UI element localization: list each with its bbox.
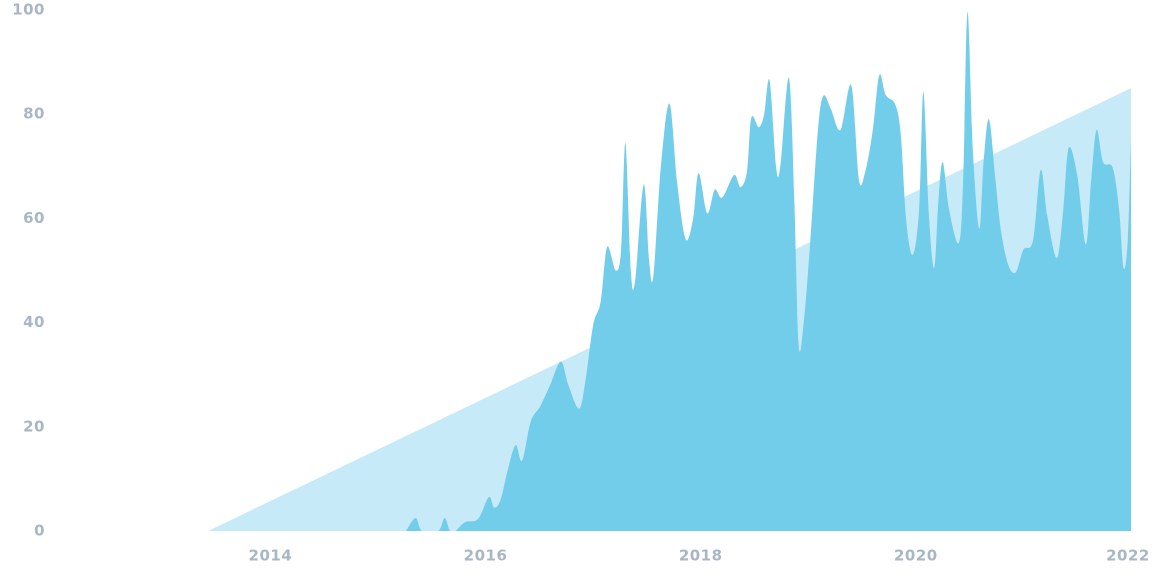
y-tick-label: 0 [34,522,45,540]
y-tick-label: 20 [23,417,45,435]
x-tick-label: 2022 [1106,547,1150,565]
y-tick-label: 80 [23,105,45,123]
x-tick-label: 2020 [894,547,938,565]
y-tick-label: 40 [23,313,45,331]
y-tick-label: 100 [12,1,45,19]
x-tick-label: 2014 [249,547,293,565]
x-tick-label: 2018 [679,547,723,565]
axis-labels: 0 20 40 60 80 100 2014 2016 2018 2020 2022 [12,1,1150,565]
y-tick-label: 60 [23,209,45,227]
area [405,12,1131,531]
plot-area [208,12,1131,531]
x-tick-label: 2016 [464,547,508,565]
